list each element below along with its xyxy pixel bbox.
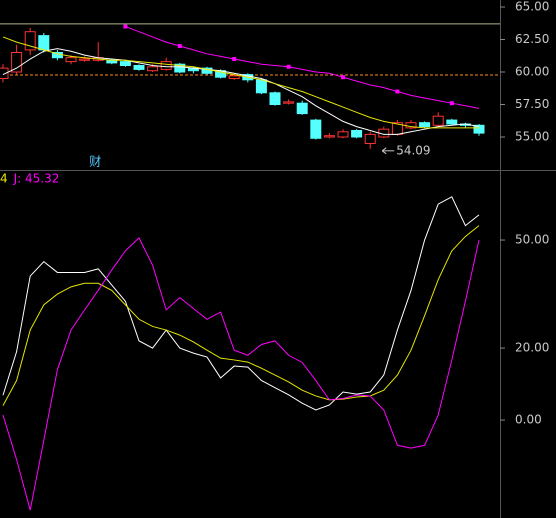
candle-body [79, 58, 91, 61]
line-dot [123, 24, 128, 29]
annotation-label: 54.09 [396, 143, 430, 157]
y-tick-label: 57.50 [515, 97, 549, 111]
line-dot [395, 89, 400, 94]
candle-body [296, 102, 308, 115]
y-tick-label: 62.50 [515, 32, 549, 46]
series-line [2, 36, 479, 129]
candle-body [0, 67, 9, 80]
candle-body [269, 92, 281, 105]
line-dot [286, 64, 291, 69]
y-tick-label: 50.00 [515, 233, 549, 247]
candle-body [147, 66, 159, 72]
candle-body [174, 63, 186, 73]
candle-body [228, 75, 240, 80]
candle-body [24, 31, 36, 51]
line-dot [232, 57, 237, 62]
y-tick-label: 55.00 [515, 129, 549, 143]
candle-body [323, 135, 335, 138]
candle-body [473, 124, 485, 134]
line-dot [449, 101, 454, 106]
line-dot [341, 75, 345, 80]
y-tick-label: 0.00 [515, 413, 542, 427]
y-tick-label: 20.00 [515, 341, 549, 355]
series-line [125, 26, 480, 109]
candle-body [364, 133, 376, 144]
candle-body [119, 61, 131, 67]
annotation-arrowhead [381, 147, 387, 155]
y-tick-label: 60.00 [515, 65, 549, 79]
candle-body [283, 101, 295, 104]
candle-body [432, 115, 444, 126]
candle-body [310, 119, 322, 139]
indicator-label: J: 45.32 [13, 172, 60, 186]
series-line [2, 237, 480, 511]
candle-body [446, 119, 458, 125]
series-line [2, 48, 480, 135]
line-dot [177, 44, 182, 49]
series-line [2, 196, 480, 411]
candle-body [160, 61, 172, 70]
candle-body [419, 122, 431, 128]
candle-body [11, 52, 23, 73]
event-marker: 财 [89, 155, 101, 169]
candle-body [255, 79, 267, 94]
candle-body [351, 129, 363, 138]
candle-body [38, 35, 50, 51]
series-line [2, 225, 480, 406]
indicator-label: 4 [0, 172, 8, 186]
candle-body [65, 57, 77, 63]
candle-body [337, 131, 349, 138]
y-tick-label: 65.00 [515, 0, 549, 14]
candle-body [133, 65, 145, 70]
